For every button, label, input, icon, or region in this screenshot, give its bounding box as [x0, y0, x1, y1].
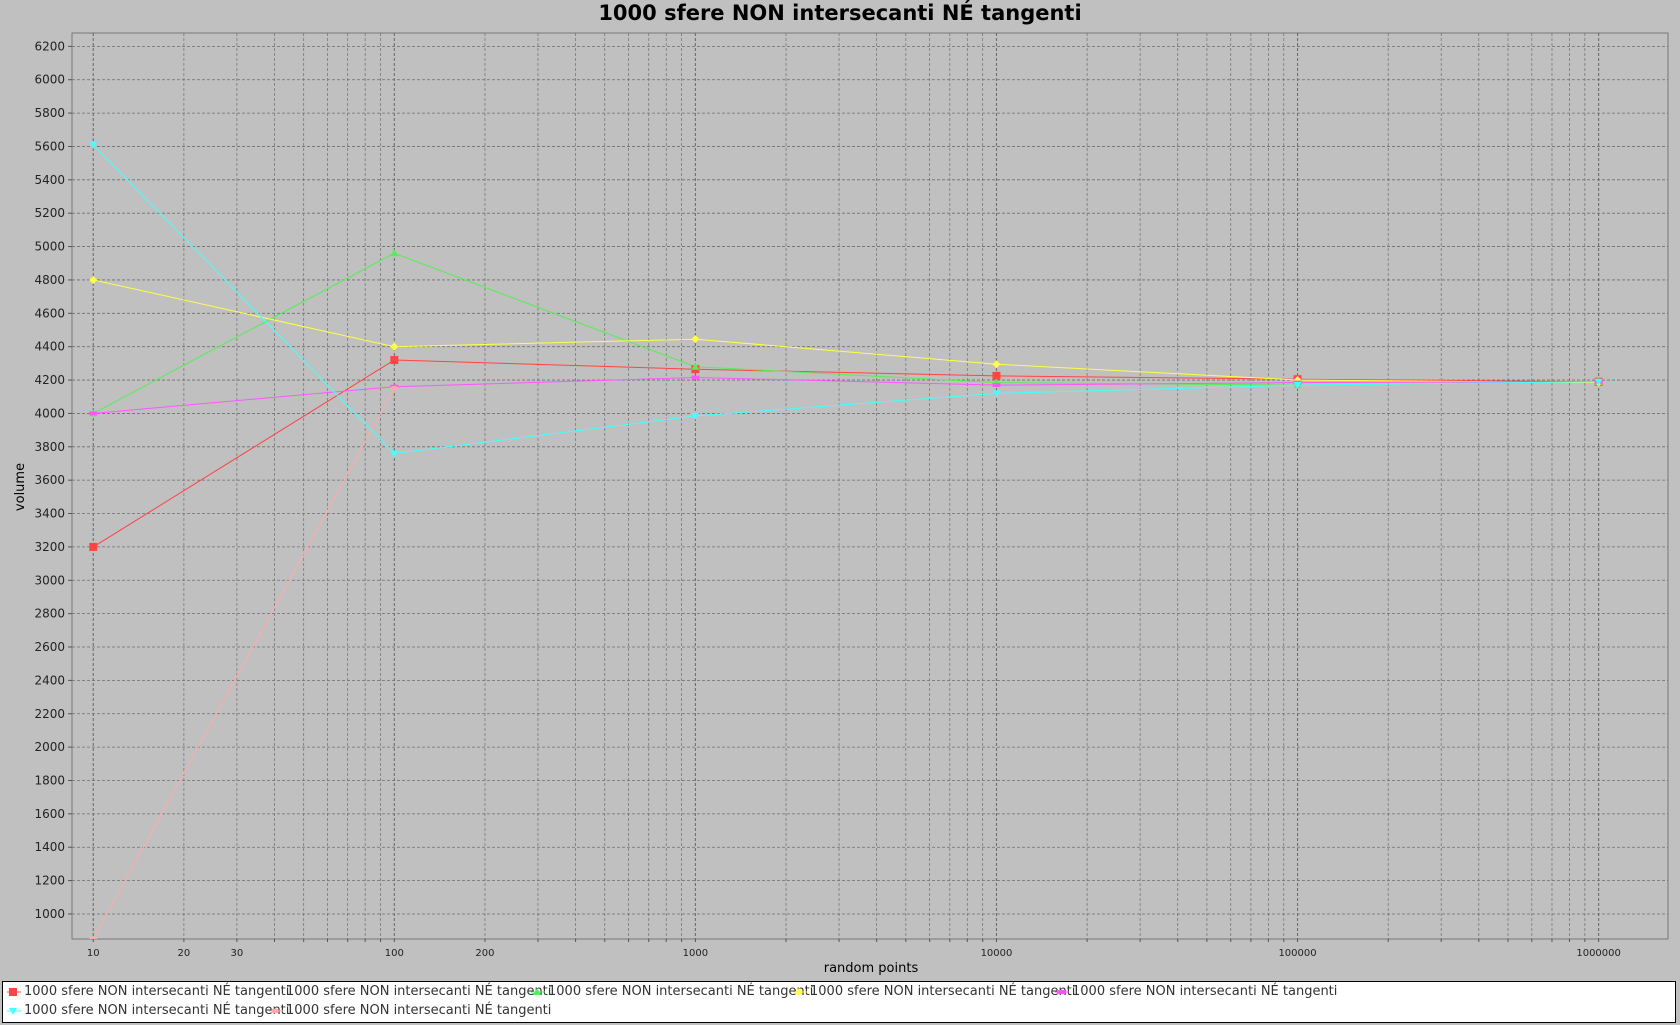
data-point — [1594, 378, 1603, 386]
legend-swatch — [1055, 990, 1069, 994]
y-tick-label: 4000 — [34, 406, 65, 420]
x-tick-label: 1000 — [683, 948, 708, 959]
legend-swatch — [531, 988, 545, 995]
data-point — [89, 542, 98, 551]
x-axis: 10 20 30 100 200 1000 10000 100000 1000000 — [87, 939, 1621, 959]
legend-label: 1000 sfere NON intersecanti NÉ tangenti — [286, 1003, 552, 1018]
legend-label: 1000 sfere NON intersecanti NÉ tangenti — [286, 984, 552, 999]
y-tick-label: 1600 — [34, 807, 65, 821]
data-point — [390, 356, 399, 365]
data-point — [89, 936, 98, 939]
legend-swatch-marker — [533, 988, 541, 995]
legend-label: 1000 sfere NON intersecanti NÉ tangenti — [810, 984, 1076, 999]
y-tick-label: 1800 — [34, 773, 65, 787]
legend-label: 1000 sfere NON intersecanti NÉ tangenti — [1072, 984, 1338, 999]
y-tick-label: 2600 — [34, 640, 65, 654]
x-tick-label: 100000 — [1278, 948, 1316, 959]
legend: 1000 sfere NON intersecanti NÉ tangenti 1… — [2, 981, 1676, 1023]
legend-swatch-marker — [795, 988, 803, 996]
data-point — [691, 362, 700, 370]
x-tick-label: 100 — [385, 948, 404, 959]
y-tick-label: 6000 — [34, 73, 65, 87]
x-tick-label: 10000 — [981, 948, 1013, 959]
y-tick-label: 4400 — [34, 340, 65, 354]
x-tick-label: 1000000 — [1576, 948, 1621, 959]
data-point — [992, 390, 1001, 398]
series-markers — [89, 141, 1603, 939]
y-tick-label: 3200 — [34, 540, 65, 554]
legend-swatch — [7, 988, 21, 996]
chart-title: 1000 sfere NON intersecanti NÉ tangenti — [598, 1, 1082, 25]
data-point — [691, 412, 700, 420]
y-tick-label: 3000 — [34, 573, 65, 587]
data-point — [1293, 382, 1302, 390]
y-tick-label: 4600 — [34, 306, 65, 320]
data-point — [992, 383, 1001, 388]
grid-lines — [72, 33, 1668, 939]
series-line-6 — [92, 144, 1599, 455]
y-tick-label: 1400 — [34, 840, 65, 854]
y-tick-label: 3600 — [34, 473, 65, 487]
y-tick-label: 5200 — [34, 206, 65, 220]
legend-swatch-marker — [9, 988, 17, 996]
legend-swatch-marker — [1057, 990, 1065, 994]
data-point — [390, 450, 399, 458]
legend-label: 1000 sfere NON intersecanti NÉ tangenti — [24, 984, 290, 999]
data-point — [691, 375, 700, 380]
series-line-7 — [92, 388, 395, 939]
y-tick-label: 2800 — [34, 607, 65, 621]
y-tick-label: 2000 — [34, 740, 65, 754]
y-tick-label: 3800 — [34, 440, 65, 454]
data-point — [390, 249, 399, 257]
data-point — [89, 275, 98, 284]
data-point — [390, 342, 399, 351]
series-line-5 — [93, 376, 1599, 414]
y-tick-label: 4800 — [34, 273, 65, 287]
y-tick-label: 2400 — [34, 673, 65, 687]
y-tick-label: 3400 — [34, 507, 65, 521]
x-tick-label: 30 — [231, 948, 244, 959]
y-tick-label: 4200 — [34, 373, 65, 387]
data-point — [89, 411, 98, 416]
legend-swatch — [269, 1008, 283, 1014]
legend-swatch — [7, 1008, 21, 1015]
plot-area — [71, 32, 1669, 940]
legend-swatch — [268, 986, 284, 998]
legend-label: 1000 sfere NON intersecanti NÉ tangenti — [24, 1003, 290, 1018]
legend-swatch-marker — [271, 1008, 279, 1014]
y-tick-label: 2200 — [34, 707, 65, 721]
y-tick-label: 6200 — [34, 39, 65, 53]
series-line-4 — [93, 279, 1599, 384]
legend-swatch — [793, 988, 807, 996]
x-tick-label: 10 — [87, 948, 100, 959]
y-tick-label: 5800 — [34, 106, 65, 120]
y-tick-label: 5000 — [34, 240, 65, 254]
y-tick-label: 1000 — [34, 907, 65, 921]
y-tick-label: 5600 — [34, 139, 65, 153]
data-point — [992, 360, 1001, 369]
data-point — [89, 141, 98, 149]
x-tick-label: 20 — [178, 948, 191, 959]
data-point — [691, 335, 700, 344]
x-tick-label: 200 — [475, 948, 494, 959]
data-point — [390, 385, 399, 391]
series-lines — [92, 144, 1599, 939]
y-tick-label: 5400 — [34, 173, 65, 187]
y-axis: 1000 1200 1400 1600 1800 2000 2200 2400 2600 2800… — [34, 39, 72, 921]
y-tick-label: 1200 — [34, 874, 65, 888]
legend-swatch-marker — [9, 1008, 17, 1015]
y-axis-label: volume — [13, 463, 28, 511]
data-point — [992, 371, 1001, 380]
x-axis-label: random points — [824, 961, 919, 976]
legend-label: 1000 sfere NON intersecanti NÉ tangenti — [548, 984, 814, 999]
